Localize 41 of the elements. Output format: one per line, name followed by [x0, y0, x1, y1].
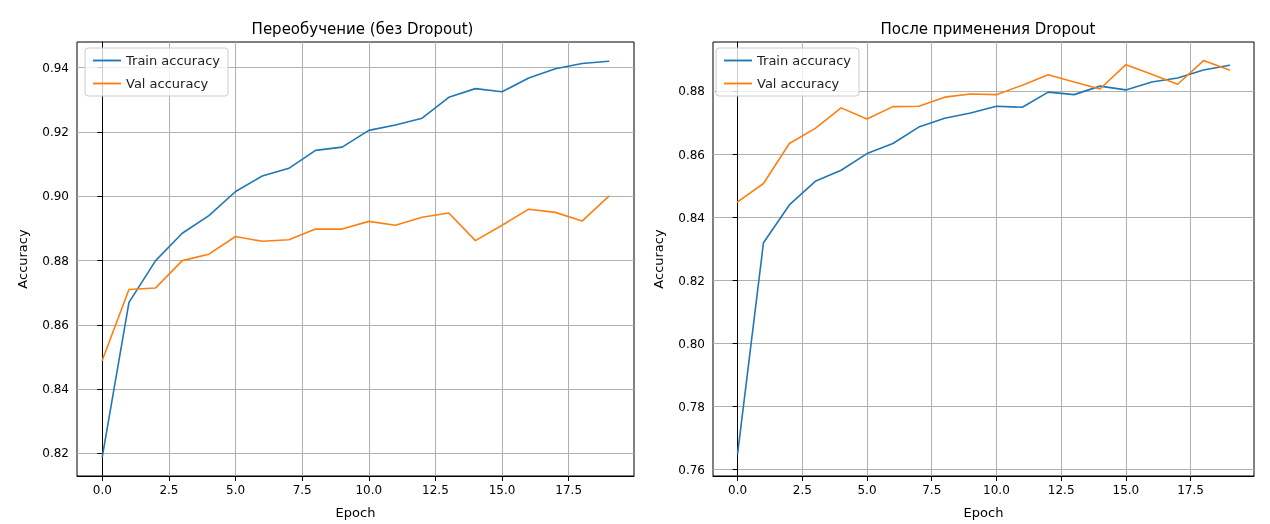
chart-title: После применения Dropout	[880, 19, 1096, 38]
x-tick-label: 7.5	[922, 483, 942, 497]
x-tick-label: 17.5	[555, 483, 583, 497]
y-tick-label: 0.84	[678, 210, 705, 225]
y-tick-label: 0.82	[678, 273, 705, 288]
y-tick-label: 0.88	[678, 84, 705, 99]
y-tick-label: 0.94	[42, 60, 69, 75]
x-tick-label: 5.0	[857, 483, 877, 497]
y-axis-title: Accuracy	[15, 229, 30, 289]
y-tick-label: 0.80	[678, 336, 705, 351]
x-tick-label: 2.5	[792, 483, 812, 497]
y-tick-label: 0.88	[42, 253, 69, 268]
x-tick-label: 15.0	[488, 483, 516, 497]
y-tick-label: 0.86	[678, 147, 705, 162]
x-tick-label: 2.5	[159, 483, 179, 497]
y-tick-label: 0.92	[42, 125, 69, 140]
x-tick-label: 5.0	[226, 483, 246, 497]
y-tick-label: 0.82	[42, 446, 69, 461]
x-tick-label: 10.0	[983, 483, 1010, 497]
y-tick-label: 0.86	[42, 317, 69, 332]
y-tick-label: 0.90	[42, 189, 69, 204]
x-tick-label: 10.0	[355, 483, 383, 497]
x-tick-label: 15.0	[1112, 483, 1140, 497]
legend-label: Train accuracy	[125, 53, 221, 68]
x-tick-label: 7.5	[292, 483, 312, 497]
legend-label: Train accuracy	[756, 53, 852, 68]
legend-label: Val accuracy	[126, 76, 209, 91]
x-tick-label: 0.0	[728, 483, 748, 497]
y-tick-label: 0.78	[678, 399, 705, 414]
y-tick-label: 0.84	[42, 382, 69, 397]
chart-title: Переобучение (без Dropout)	[251, 19, 474, 38]
x-tick-label: 12.5	[422, 483, 449, 497]
x-tick-label: 17.5	[1177, 483, 1204, 497]
line-series	[101, 195, 610, 362]
y-tick-label: 0.76	[678, 462, 705, 477]
x-tick-label: 0.0	[92, 483, 112, 497]
x-axis-title: Epoch	[335, 505, 376, 520]
x-axis-title: Epoch	[963, 505, 1004, 520]
legend-label: Val accuracy	[757, 76, 840, 91]
y-axis-title: Accuracy	[651, 229, 666, 289]
x-tick-label: 12.5	[1047, 483, 1075, 497]
